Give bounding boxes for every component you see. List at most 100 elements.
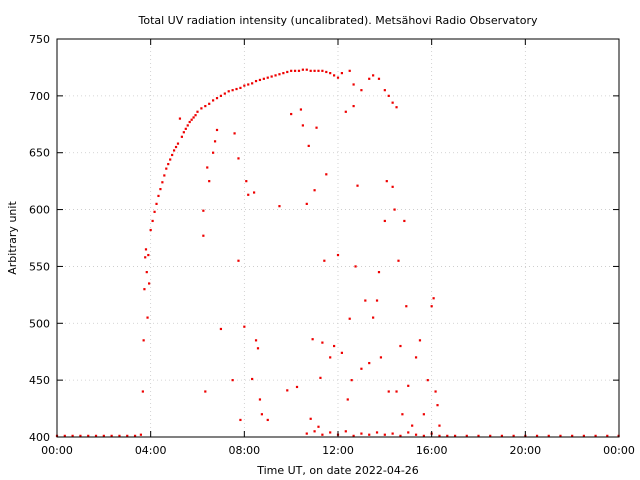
data-point (139, 433, 143, 436)
y-tick-label: 550 (29, 260, 50, 273)
data-point (202, 234, 205, 237)
data-point (354, 265, 357, 268)
data-point (174, 145, 178, 149)
data-point (309, 417, 312, 420)
data-point (405, 305, 408, 308)
data-point (313, 189, 316, 192)
data-point (422, 413, 425, 416)
data-point (149, 228, 152, 232)
data-point (159, 188, 162, 191)
data-point (401, 413, 404, 416)
data-point (126, 434, 129, 437)
data-point (414, 356, 418, 359)
data-point (434, 390, 437, 393)
data-point (239, 86, 242, 89)
data-point (155, 202, 158, 205)
data-point (165, 167, 168, 170)
data-point (251, 377, 254, 381)
data-point (295, 385, 299, 389)
data-point (379, 356, 383, 359)
data-point (251, 82, 254, 85)
data-point (163, 174, 166, 177)
data-point (387, 390, 390, 393)
data-point (204, 390, 207, 393)
data-point (245, 180, 248, 183)
data-point (477, 434, 480, 437)
data-point (372, 316, 375, 319)
data-point (208, 102, 211, 105)
data-point (432, 297, 435, 300)
data-point (282, 72, 285, 75)
data-point (153, 210, 156, 213)
x-axis-ticks: 00:00 04:00 08:00 12:00 16:00 20:00 00:00 (41, 39, 635, 457)
data-point (293, 69, 297, 72)
data-point (118, 434, 121, 437)
data-point (323, 259, 326, 262)
data-point (594, 434, 597, 437)
data-point (360, 432, 363, 435)
data-point (465, 434, 468, 437)
data-point (360, 367, 363, 370)
data-point (142, 339, 145, 342)
data-point (571, 434, 574, 437)
data-point (321, 69, 324, 72)
data-point (270, 75, 273, 78)
data-point (329, 356, 332, 359)
data-point (407, 431, 410, 434)
x-tick-label: 16:00 (416, 444, 448, 457)
data-point (372, 74, 375, 77)
data-point (340, 351, 344, 354)
data-point (350, 379, 353, 382)
data-point (299, 108, 303, 111)
data-point (344, 430, 347, 433)
data-point (387, 94, 390, 97)
data-point (547, 434, 550, 437)
data-point (377, 271, 381, 274)
data-point (94, 434, 98, 437)
chart-title: Total UV radiation intensity (uncalibrat… (138, 14, 538, 27)
data-point (348, 317, 351, 320)
data-point (182, 131, 185, 134)
data-point (321, 341, 324, 344)
data-point (307, 144, 310, 147)
data-point (167, 162, 170, 166)
data-point (313, 69, 316, 72)
data-point (360, 89, 363, 92)
y-tick-label: 650 (29, 147, 50, 160)
data-point (446, 434, 449, 437)
data-point (391, 185, 394, 188)
data-point (375, 299, 379, 302)
x-tick-label: 04:00 (135, 444, 167, 457)
data-point (336, 76, 340, 79)
data-point (169, 158, 172, 161)
data-point (145, 271, 148, 274)
data-point (426, 379, 429, 382)
data-point (582, 434, 585, 437)
data-point (243, 325, 246, 328)
data-point (213, 140, 217, 143)
data-point (329, 431, 332, 434)
data-point (346, 398, 349, 401)
data-point (377, 77, 381, 80)
data-point (422, 434, 425, 437)
data-point (535, 434, 539, 437)
data-point (147, 253, 150, 257)
data-point (411, 424, 414, 427)
x-tick-label: 12:00 (322, 444, 354, 457)
data-point (151, 219, 154, 223)
data-point (200, 107, 203, 110)
data-point (418, 339, 422, 342)
data-point (87, 434, 90, 437)
data-point (258, 78, 262, 82)
data-point (297, 69, 301, 72)
data-point (237, 157, 240, 160)
data-point (344, 110, 347, 113)
data-point (190, 118, 193, 121)
data-point (144, 248, 148, 251)
data-point (305, 68, 308, 71)
data-point (383, 219, 386, 223)
data-point (436, 404, 439, 407)
data-point (385, 180, 388, 183)
data-point (606, 434, 609, 437)
data-point (237, 259, 240, 262)
